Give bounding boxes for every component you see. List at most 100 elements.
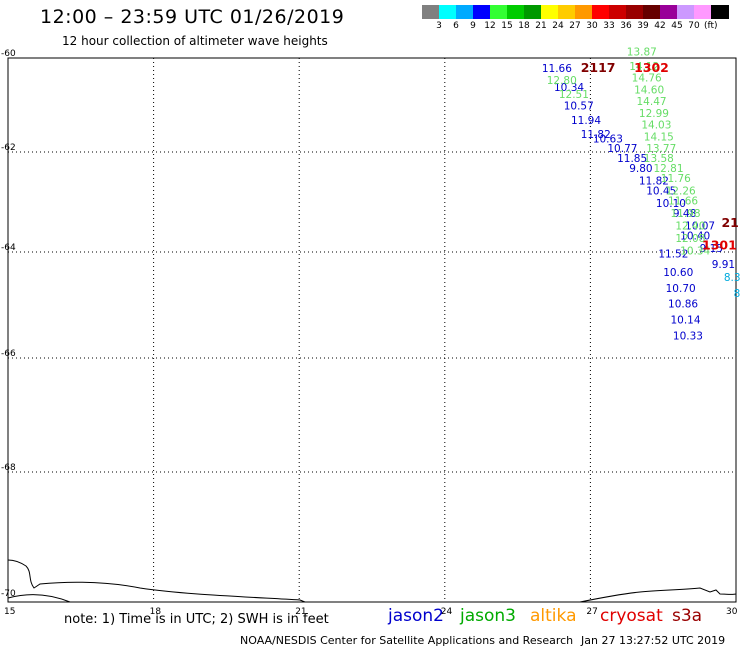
page-title: 12:00 – 23:59 UTC 01/26/2019: [40, 6, 345, 28]
legend-swatch: [609, 5, 627, 19]
wave-height-value: 10.07: [685, 221, 715, 233]
legend-label: 15: [501, 21, 513, 31]
wave-height-value: 11.76: [661, 173, 691, 185]
wave-height-value: 12.51: [559, 89, 589, 101]
footer-note: note: 1) Time is in UTC; 2) SWH is in fe…: [64, 612, 329, 627]
x-tick-label: 27: [586, 607, 597, 617]
legend-label: 39: [637, 21, 649, 31]
axis-ticks: -60 -62 -64 -66 -68 -70 15 18 21 24 27 30: [1, 49, 738, 617]
wave-height-value: 10.14: [670, 315, 700, 327]
legend-unit: (ft): [704, 21, 718, 31]
wave-height-value: 10.70: [666, 283, 696, 295]
y-tick-label: -64: [1, 243, 16, 253]
wave-height-value: 10.86: [668, 299, 698, 311]
legend-swatch: [524, 5, 542, 19]
legend-label: 42: [654, 21, 666, 31]
wave-height-value: 10.10: [656, 198, 686, 210]
legend-swatch: [473, 5, 491, 19]
x-tick-label: 15: [4, 607, 15, 617]
pass-time-label: 2117: [581, 60, 616, 75]
legend-label: 33: [603, 21, 615, 31]
data-points: 11.66 10.34 10.57 11.94 11.8210.6310.7711.85…: [542, 47, 740, 343]
wave-height-value: 10.77: [607, 143, 637, 155]
legend-swatch: [677, 5, 695, 19]
wave-height-value: 12.40: [675, 221, 705, 233]
legend-label: 27: [569, 21, 581, 31]
wave-height-value: 14.76: [632, 73, 662, 85]
legend-swatch: [507, 5, 525, 19]
generated-timestamp: Jan 27 13:27:52 UTC 2019: [581, 634, 726, 647]
wave-height-value: 14.47: [637, 96, 667, 108]
wave-height-value: 10.63: [593, 134, 623, 146]
pass-time-label: 2116: [721, 215, 740, 230]
page-subtitle: 12 hour collection of altimeter wave hei…: [62, 34, 328, 48]
y-tick-label: -70: [1, 589, 16, 599]
legend-swatch: [660, 5, 678, 19]
legend-label: 9: [470, 21, 476, 31]
legend-label: 45: [671, 21, 683, 31]
wave-height-value: 11.85: [617, 153, 647, 165]
legend-swatch: [456, 5, 474, 19]
x-tick-label: 24: [441, 607, 453, 617]
wave-height-value: 12.08: [675, 233, 705, 245]
legend-swatch: [626, 5, 644, 19]
credit-line: NOAA/NESDIS Center for Satellite Applica…: [240, 634, 574, 647]
pass-time-label: 1301: [702, 238, 737, 253]
wave-height-value: 13.77: [646, 143, 676, 155]
wave-height-value: 8.37: [724, 272, 740, 284]
y-tick-label: -66: [1, 349, 16, 359]
wave-height-value: 14.60: [634, 84, 664, 96]
legend-swatch: [643, 5, 661, 19]
satellite-name-jason2: jason2: [388, 606, 444, 626]
wave-height-value: 10.34: [554, 82, 584, 94]
legend-swatch: [694, 5, 712, 19]
wave-height-value: 12.81: [653, 163, 683, 175]
wave-height-value: 11.82: [581, 129, 611, 141]
wave-height-value: 10.33: [673, 330, 703, 342]
wave-height-value: 14.15: [644, 131, 674, 143]
wave-height-value: 11.52: [658, 248, 688, 260]
wave-height-value: 13.58: [644, 153, 674, 165]
wave-height-value: 9.48: [673, 208, 696, 220]
legend-label: 36: [620, 21, 632, 31]
satellite-name-cryosat: cryosat: [600, 606, 663, 626]
legend-label: 21: [535, 21, 547, 31]
x-tick-label: 18: [150, 607, 162, 617]
coastline: [7, 559, 737, 603]
wave-height-value: 11.98: [670, 208, 700, 220]
wave-height-value: 11.94: [571, 115, 601, 127]
legend-label: 70: [688, 21, 700, 31]
legend-swatch: [558, 5, 576, 19]
wave-height-value: 13.87: [627, 47, 657, 59]
wave-height-value: 12.26: [666, 186, 696, 198]
wave-height-value: 9.91: [712, 259, 735, 271]
wave-height-value: 12.99: [639, 108, 669, 120]
x-tick-label: 30: [726, 607, 738, 617]
satellite-name-altika: altika: [530, 606, 577, 626]
wave-height-value: 9.80: [629, 163, 652, 175]
wave-height-value: 10.45: [646, 186, 676, 198]
wave-height-value: 10.57: [564, 101, 594, 113]
legend-label: 6: [453, 21, 459, 31]
grid-lines: [8, 58, 736, 602]
satellite-name-s3a: s3a: [672, 606, 703, 626]
wave-height-value: 14.03: [641, 120, 671, 132]
legend-swatch: [422, 5, 440, 19]
legend-swatch: [592, 5, 610, 19]
legend-swatch: [711, 5, 729, 19]
legend-swatch: [541, 5, 559, 19]
legend-label: 12: [484, 21, 496, 31]
y-tick-label: -60: [1, 49, 16, 59]
y-tick-label: -62: [1, 143, 16, 153]
satellite-name-jason3: jason3: [460, 606, 516, 626]
wave-height-value: 8.04: [734, 288, 740, 300]
wave-height-value: 9.15: [700, 243, 723, 255]
wave-height-value: 10.34: [680, 246, 710, 258]
wave-height-value: 11.66: [542, 63, 572, 75]
pass-time-label: 1302: [634, 60, 669, 75]
x-tick-label: 21: [295, 607, 306, 617]
wave-height-value: 14.12: [629, 61, 659, 73]
y-tick-label: -68: [1, 463, 16, 473]
wave-height-value: 10.40: [680, 231, 710, 243]
